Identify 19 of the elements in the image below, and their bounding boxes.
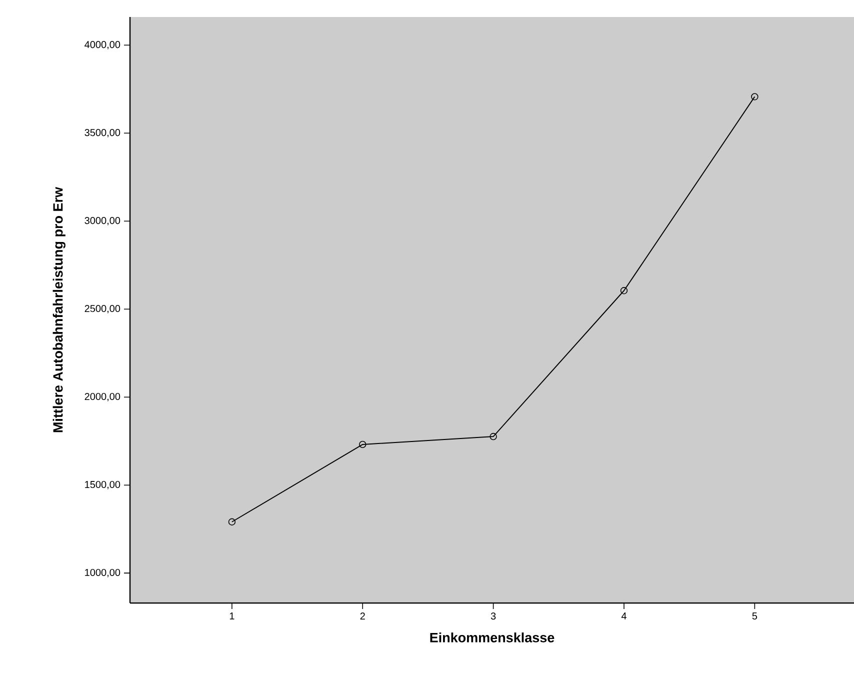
y-tick-label: 4000,00 [84, 41, 120, 50]
x-tick-label: 4 [621, 612, 626, 620]
point [490, 432, 497, 440]
y-tick-label: 2000,00 [84, 392, 120, 402]
y-tick-label: 1500,00 [85, 480, 120, 490]
x-tick-label: 5 [752, 612, 758, 620]
y-tick-label: 3000,00 [84, 217, 120, 226]
point [620, 287, 628, 294]
y-tick-label: 2500,00 [84, 304, 120, 314]
point [751, 93, 758, 100]
x-tick-label: 3 [490, 612, 496, 620]
x-tick-label: 1 [230, 612, 234, 620]
x-tick-label: 2 [360, 612, 365, 620]
point [228, 518, 236, 526]
point [359, 440, 366, 448]
x-axis-title: Einkommensklasse [430, 632, 554, 642]
y-axis-title: Mittlere Autobahnfahrleistung pro Erw [52, 186, 66, 432]
y-tick-label: 1000,00 [85, 568, 120, 578]
y-tick-label: 3500,00 [84, 129, 120, 138]
